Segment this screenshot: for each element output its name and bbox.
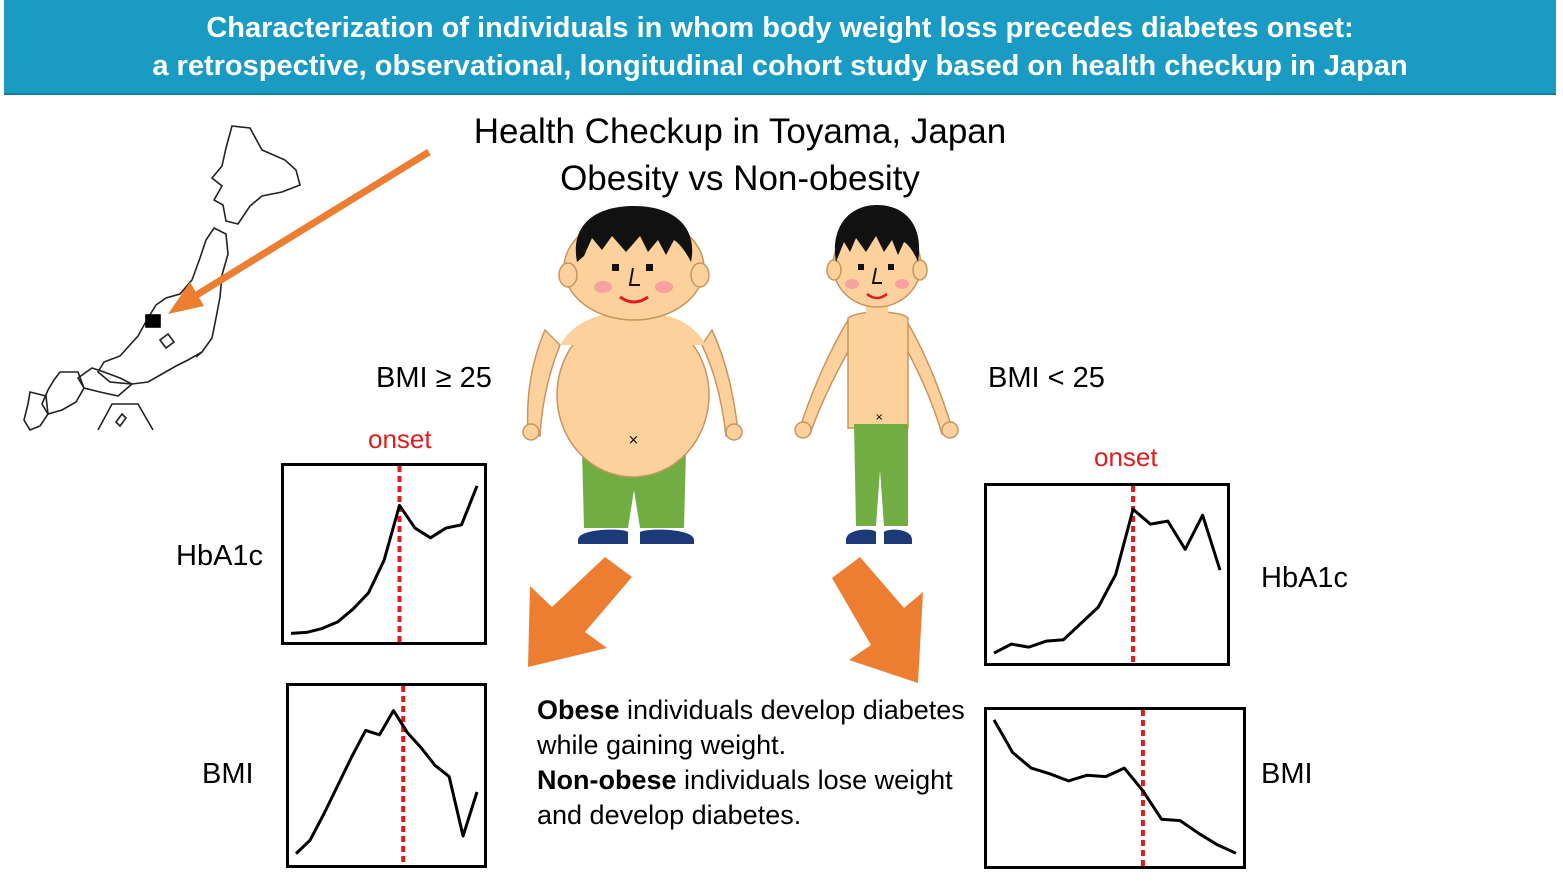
arrow-to-nonobese [832,557,923,683]
nonobese-bmi-label: BMI [1261,758,1313,790]
nonobese-hba1c-frame [984,483,1230,666]
summary-nonobese-rest: individuals lose weight and develop diab… [537,765,953,830]
obese-boy-illustration: × [522,206,743,544]
obese-onset-label: onset [368,424,432,454]
summary-text: Obese individuals develop diabetes while… [537,693,977,833]
nonobese-group-label: BMI < 25 [988,362,1105,394]
obese-group-label: BMI ≥ 25 [376,362,492,394]
obese-hba1c-frame [281,463,487,645]
nonobese-hba1c-label: HbA1c [1261,562,1349,594]
obese-bmi-series-line [294,709,479,855]
summary-obese-rest: individuals develop diabetes while gaini… [537,695,965,760]
title-banner: Characterization of individuals in whom … [4,0,1556,95]
toyama-arrow [168,149,431,314]
heading-location: Health Checkup in Toyama, Japan [473,112,1007,151]
summary-obese: Obese individuals develop diabetes while… [537,693,977,763]
nonobese-bmi-frame [984,707,1246,869]
svg-text:×: × [628,433,639,448]
obese-hba1c-series-line [290,485,479,635]
obese-hba1c-label: HbA1c [176,540,264,572]
japan-map [23,125,301,431]
nonobese-onset-label: onset [1094,442,1158,472]
nonobese-bmi-chart [984,707,1246,869]
heading-comparison: Obesity vs Non-obesity [560,159,920,198]
nonobese-bmi-series-line [992,719,1237,855]
nonobese-hba1c-chart [984,483,1230,666]
summary-obese-bold: Obese [537,695,620,725]
arrow-to-obese [528,557,632,667]
svg-text:×: × [875,412,883,423]
summary-nonobese-bold: Non-obese [537,765,677,795]
obese-bmi-chart [286,683,487,868]
summary-nonobese: Non-obese individuals lose weight and de… [537,763,977,833]
obese-bmi-frame [286,683,487,868]
title-line-2: a retrospective, observational, longitud… [152,50,1408,82]
nonobese-boy-illustration: × [794,205,959,544]
obese-hba1c-chart [281,463,487,645]
study-heading: Health Checkup in Toyama, Japan Obesity … [440,108,1040,202]
obese-bmi-label: BMI [202,758,254,790]
title-line-1: Characterization of individuals in whom … [206,12,1354,44]
nonobese-hba1c-series-line [993,507,1222,655]
